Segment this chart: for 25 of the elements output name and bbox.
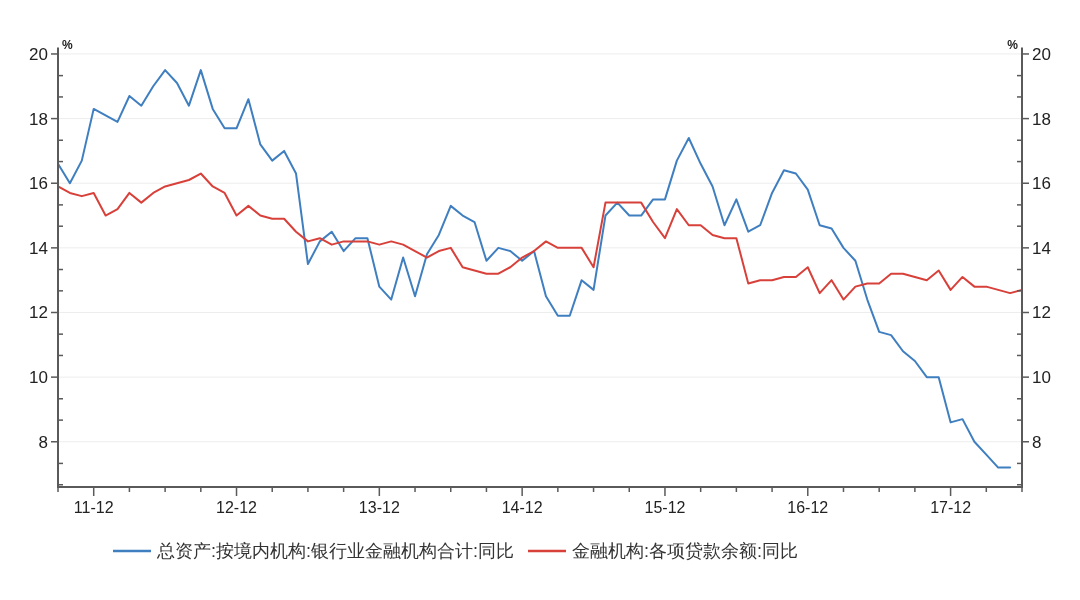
y2-tick-label: 12 xyxy=(1032,303,1051,323)
x-tick-label: 16-12 xyxy=(787,499,829,516)
y2-tick-label: 8 xyxy=(1032,432,1042,452)
legend-label: 总资产:按境内机构:银行业金融机构合计:同比 xyxy=(156,541,515,561)
x-tick-label: 11-12 xyxy=(73,499,114,516)
legend-label: 金融机构:各项贷款余额:同比 xyxy=(572,541,799,561)
y2-tick-label: 18 xyxy=(1032,109,1051,129)
x-tick-label: 14-12 xyxy=(501,499,543,516)
y-tick-label: 18 xyxy=(29,109,48,129)
x-tick-label: 17-12 xyxy=(930,499,972,516)
y2-tick-label: 10 xyxy=(1032,368,1051,388)
y-tick-label: 20 xyxy=(29,44,48,64)
x-tick-label: 13-12 xyxy=(358,499,400,516)
y2-tick-label: 16 xyxy=(1032,174,1051,194)
y-axis-title: % xyxy=(62,37,73,52)
y2-axis-title: % xyxy=(1007,37,1019,52)
x-tick-label: 15-12 xyxy=(644,499,686,516)
y2-tick-label: 14 xyxy=(1032,238,1051,258)
y-tick-label: 16 xyxy=(29,174,48,194)
y2-tick-label: 20 xyxy=(1032,44,1051,64)
y-tick-label: 12 xyxy=(29,303,48,323)
y-tick-label: 10 xyxy=(29,368,48,388)
y-tick-label: 8 xyxy=(38,432,48,452)
y-tick-label: 14 xyxy=(29,238,48,258)
x-tick-label: 12-12 xyxy=(216,499,258,516)
